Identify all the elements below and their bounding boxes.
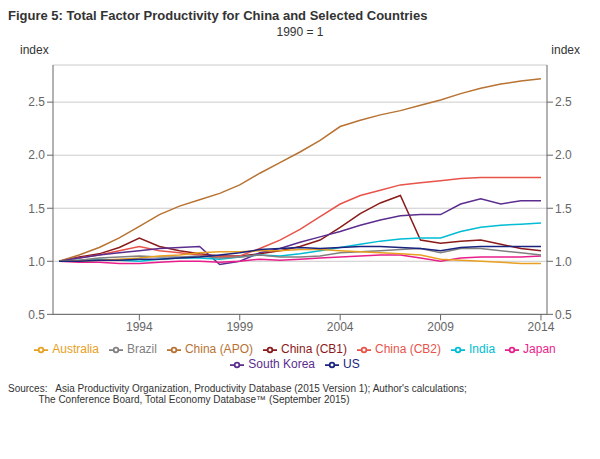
html-text:Japan: Japan [523,342,556,357]
html-text:Australia: Australia [52,342,99,357]
html-text:Figure 5: Total Factor Product: Figure 5: Total Factor Productivity for … [8,8,428,23]
html-text:Brazil: Brazil [126,342,157,357]
svg-text:2.0: 2.0 [28,148,45,162]
html-text:Sources: Asia Productivity Org: Sources: Asia Productivity Organization,… [8,383,467,405]
svg-text:0.5: 0.5 [555,308,572,322]
svg-text:1999: 1999 [226,320,253,334]
html-text:China (APO): China (APO) [184,342,253,357]
html-text:India: India [469,342,496,357]
html-text:China (CB2): China (CB2) [375,342,441,357]
svg-text:1994: 1994 [126,320,153,334]
svg-text:1.5: 1.5 [28,202,45,216]
html-text:China (CB1): China (CB1) [281,342,347,357]
html-text:index: index [20,43,49,57]
svg-text:2.5: 2.5 [28,95,45,109]
html-text:index: index [551,43,580,57]
svg-text:2014: 2014 [528,320,555,334]
svg-text:2004: 2004 [327,320,354,334]
svg-text:1.0: 1.0 [555,255,572,269]
html-text:US: US [343,357,360,372]
svg-text:1.0: 1.0 [28,255,45,269]
svg-text:2009: 2009 [427,320,454,334]
svg-text:2.0: 2.0 [555,148,572,162]
html-text:South Korea: South Korea [248,357,315,372]
svg-text:0.5: 0.5 [28,308,45,322]
svg-text:2.5: 2.5 [555,95,572,109]
svg-text:1.5: 1.5 [555,202,572,216]
html-text:1990 = 1: 1990 = 1 [276,25,324,39]
